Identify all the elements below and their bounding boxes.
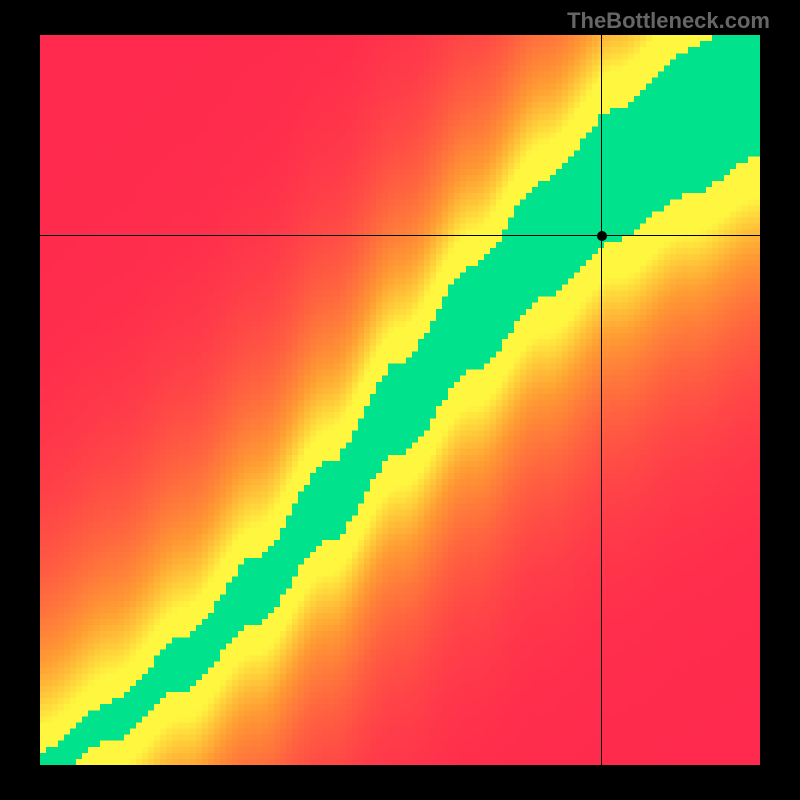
crosshair-marker-dot	[597, 231, 607, 241]
bottleneck-heatmap	[40, 35, 760, 765]
chart-container: TheBottleneck.com	[0, 0, 800, 800]
crosshair-horizontal	[40, 235, 760, 236]
crosshair-vertical	[601, 35, 602, 765]
watermark-text: TheBottleneck.com	[567, 8, 770, 34]
